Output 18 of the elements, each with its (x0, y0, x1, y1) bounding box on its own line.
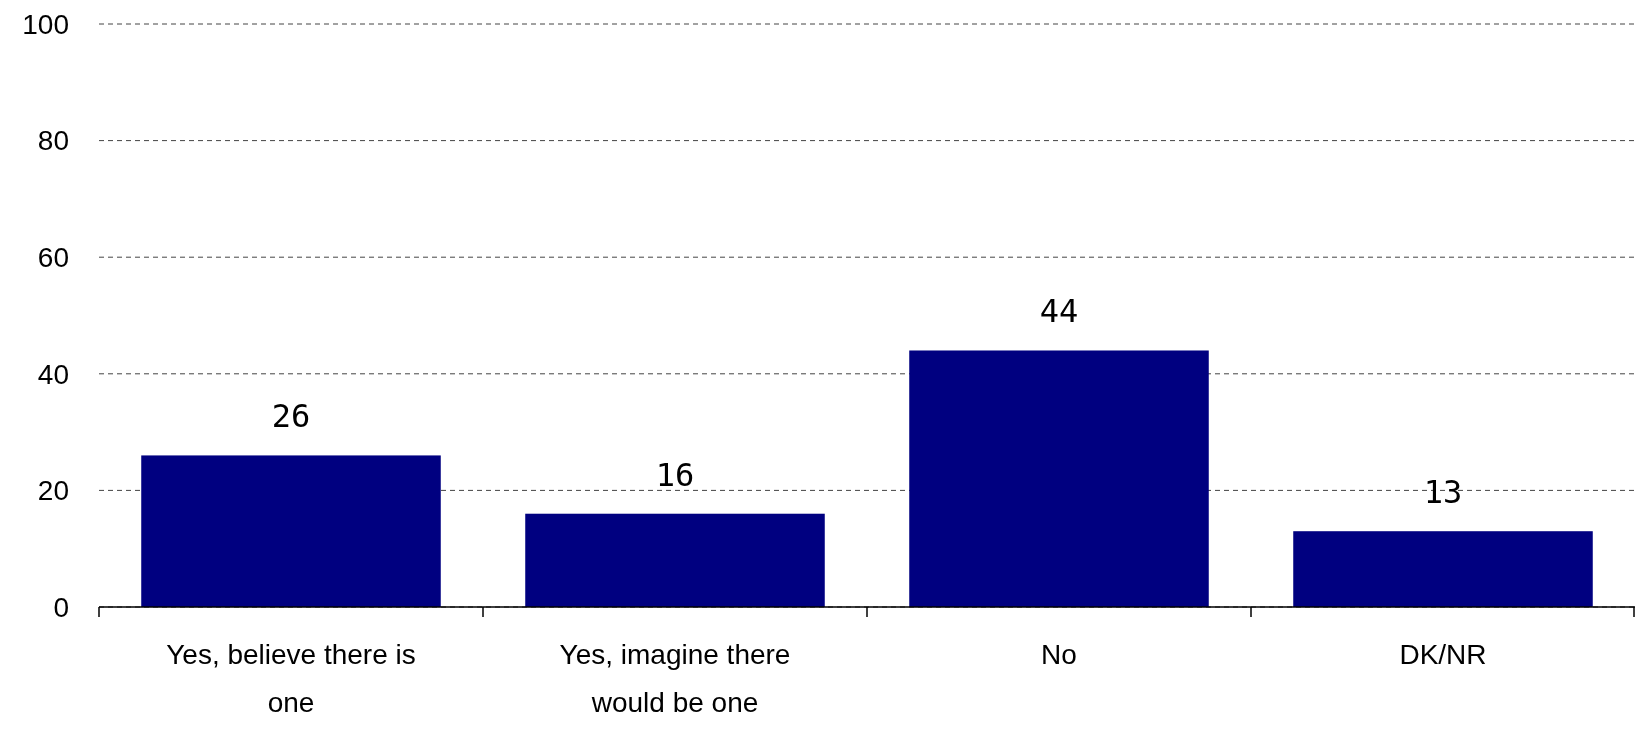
data-label: 26 (271, 397, 311, 436)
bar (525, 513, 825, 607)
x-tick-label: No (1041, 639, 1077, 670)
data-label: 44 (1039, 292, 1079, 331)
data-label: 13 (1423, 473, 1463, 512)
y-tick-label: 40 (37, 358, 69, 390)
y-tick-label: 60 (37, 242, 69, 273)
bar (909, 350, 1209, 607)
x-tick-label: Yes, believe there is one (166, 639, 416, 718)
y-tick-label: 0 (53, 591, 69, 623)
x-tick-label: Yes, imagine there would be one (559, 639, 791, 718)
y-tick-label: 80 (37, 125, 69, 157)
data-label: 16 (655, 455, 695, 494)
y-tick-label: 100 (22, 8, 69, 40)
y-tick-label: 20 (37, 475, 69, 507)
bar (1293, 531, 1593, 607)
x-tick-label: DK/NR (1399, 639, 1487, 670)
bar (141, 455, 441, 607)
